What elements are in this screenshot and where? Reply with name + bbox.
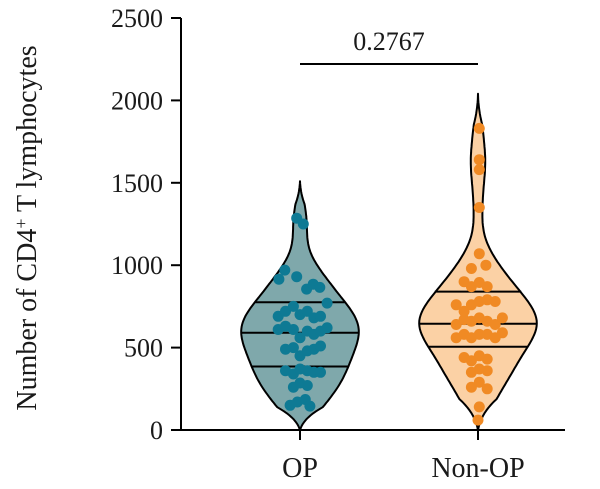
data-point [287,342,299,354]
data-point [273,273,285,285]
y-axis-title-superscript: + [11,219,31,229]
data-point [304,400,316,412]
y-tick-label: 0 [150,416,163,445]
p-value-label: 0.2767 [353,27,425,56]
data-point [473,248,485,260]
data-point [287,300,299,312]
data-point [480,259,492,271]
y-tick-label: 1500 [111,169,163,198]
data-point [473,202,485,213]
data-point [458,305,470,317]
data-point [473,376,485,388]
data-point [489,319,501,330]
data-point [465,381,477,393]
data-point [291,271,303,283]
data-point [473,122,485,134]
data-point [481,353,493,365]
y-tick-label: 2500 [111,4,163,33]
data-point [473,154,485,166]
data-point [297,218,309,230]
x-tick-label: OP [282,453,318,484]
data-point [481,383,493,395]
y-tick-label: 1000 [111,251,163,280]
violin-shape [240,180,360,431]
data-point [496,312,508,324]
x-tick-label: Non-OP [431,453,524,484]
data-point [496,327,508,339]
data-point [321,297,333,309]
comparison-bracket: 0.2767 [300,27,478,65]
data-point [301,380,313,391]
data-point [481,281,493,293]
data-point [473,328,485,340]
data-point [450,299,462,311]
data-point [315,366,326,378]
data-point [287,324,299,335]
y-axis-title: Number of CD4+ T lymphocytes [11,45,43,410]
data-point [465,355,477,367]
data-point [473,401,485,413]
data-point [315,310,326,322]
data-point [450,319,462,330]
data-point [294,332,306,344]
x-axis: OP Non-OP [181,429,565,484]
data-point [321,322,333,334]
data-point [279,264,291,276]
y-tick-label: 500 [124,334,163,363]
data-point [472,414,484,426]
data-point [280,305,291,317]
y-axis-title-suffix: T lymphocytes [12,45,43,218]
y-axis-title-prefix: Number of CD4 [12,229,43,411]
data-point [315,340,326,352]
data-point [465,263,477,274]
violins [240,92,538,431]
y-tick-label: 2000 [111,86,163,115]
data-point [473,164,485,176]
data-point [489,296,501,307]
data-point [314,281,326,293]
data-point [481,365,493,377]
y-axis: 0 500 1000 1500 2000 2500 [111,4,182,445]
